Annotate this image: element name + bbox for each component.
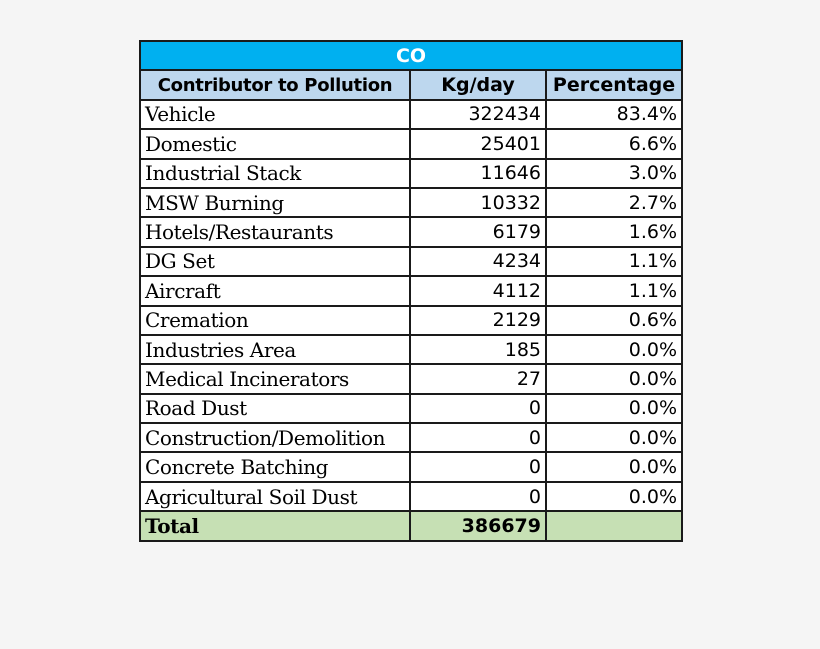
table-body: Vehicle 322434 83.4% Domestic 25401 6.6% Indus… [139,98,684,513]
row-percentage: 0.0% [544,363,684,395]
row-kg-per-day: 0 [409,451,547,483]
table-row: DG Set 4234 1.1% [139,245,684,278]
table-row: Road Dust 0 0.0% [139,392,684,425]
row-kg-per-day: 2129 [409,304,547,336]
co-pollution-table: CO Contributor to Pollution Kg/day Perce… [138,39,684,542]
row-kg-per-day: 322434 [409,98,547,131]
row-kg-per-day: 27 [409,363,547,395]
table-row: Cremation 2129 0.6% [139,304,684,336]
row-kg-per-day: 4234 [409,245,547,278]
row-kg-per-day: 10332 [409,186,547,219]
total-row: Total 386679 [139,510,684,542]
row-contributor: Cremation [139,304,411,336]
row-percentage: 1.1% [544,245,684,278]
total-kg-per-day: 386679 [409,510,547,542]
header-contributor: Contributor to Pollution [139,69,411,101]
row-kg-per-day: 185 [409,333,547,366]
row-contributor: Industrial Stack [139,157,411,189]
row-percentage: 0.0% [544,480,684,513]
table-title: CO [138,39,684,72]
total-percentage [544,510,684,542]
table-row: Agricultural Soil Dust 0 0.0% [139,480,684,513]
row-contributor: Construction/Demolition [139,422,411,454]
table-row: Vehicle 322434 83.4% [139,98,684,131]
row-percentage: 6.6% [544,128,684,160]
row-percentage: 1.1% [544,275,684,307]
row-percentage: 1.6% [544,216,684,248]
row-contributor: Medical Incinerators [139,363,411,395]
row-contributor: MSW Burning [139,186,411,219]
row-percentage: 2.7% [544,186,684,219]
row-kg-per-day: 25401 [409,128,547,160]
row-contributor: DG Set [139,245,411,278]
table-row: MSW Burning 10332 2.7% [139,186,684,219]
total-label: Total [139,510,411,542]
table-header-row: Contributor to Pollution Kg/day Percenta… [139,69,684,101]
row-kg-per-day: 0 [409,480,547,513]
row-kg-per-day: 11646 [409,157,547,189]
table-row: Construction/Demolition 0 0.0% [139,422,684,454]
row-percentage: 0.0% [544,422,684,454]
table-row: Industries Area 185 0.0% [139,333,684,366]
row-kg-per-day: 4112 [409,275,547,307]
row-contributor: Industries Area [139,333,411,366]
row-percentage: 3.0% [544,157,684,189]
row-contributor: Concrete Batching [139,451,411,483]
table-row: Medical Incinerators 27 0.0% [139,363,684,395]
row-percentage: 0.0% [544,451,684,483]
row-kg-per-day: 0 [409,422,547,454]
table-row: Hotels/Restaurants 6179 1.6% [139,216,684,248]
row-contributor: Aircraft [139,275,411,307]
row-percentage: 0.0% [544,392,684,425]
row-contributor: Vehicle [139,98,411,131]
row-kg-per-day: 6179 [409,216,547,248]
table-row: Concrete Batching 0 0.0% [139,451,684,483]
row-contributor: Road Dust [139,392,411,425]
table-row: Aircraft 4112 1.1% [139,275,684,307]
header-kg-per-day: Kg/day [409,69,547,101]
row-contributor: Domestic [139,128,411,160]
row-percentage: 0.0% [544,333,684,366]
table-title-row: CO [138,39,684,72]
row-percentage: 83.4% [544,98,684,131]
row-kg-per-day: 0 [409,392,547,425]
row-contributor: Hotels/Restaurants [139,216,411,248]
table-row: Domestic 25401 6.6% [139,128,684,160]
header-percentage: Percentage [544,69,684,101]
row-percentage: 0.6% [544,304,684,336]
table-row: Industrial Stack 11646 3.0% [139,157,684,189]
row-contributor: Agricultural Soil Dust [139,480,411,513]
